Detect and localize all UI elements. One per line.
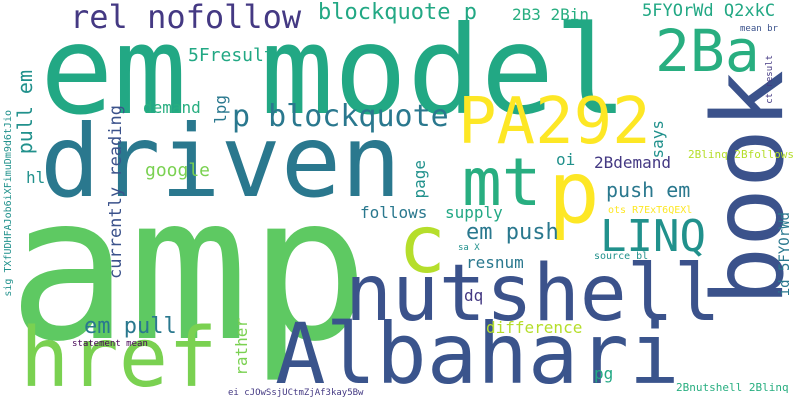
word-p-blockquote: p blockquote (232, 99, 449, 134)
word-amp: amp (8, 153, 370, 386)
word-pg: pg (594, 364, 614, 383)
word-nutshell: nutshell (345, 249, 721, 339)
word-lpg: lpg (211, 95, 230, 124)
word-c: c (398, 198, 447, 291)
word-source-bl: source bl (594, 251, 649, 262)
word-2bnutshell-2blinq: 2Bnutshell 2Blinq (676, 381, 789, 394)
word-google: google (145, 160, 211, 181)
word-oi: oi (556, 150, 576, 169)
word-ots: ots R7ExT6QEXl (608, 205, 693, 216)
word-em-model: em model (40, 0, 628, 142)
word-id-5fyorwd: id 5FYOrWd (777, 212, 793, 297)
word-ct-result: ct result (765, 55, 775, 104)
word-pull-em: pull em (13, 70, 37, 155)
word-push-em: push em (606, 178, 691, 202)
word-pa292: PA292 (458, 85, 651, 159)
word-hl: hl (26, 168, 46, 187)
word-rel-nofollow: rel nofollow (70, 0, 302, 36)
word-demand: demand (143, 98, 201, 117)
word-em-push: em push (466, 220, 559, 245)
word-blockquote-p: blockquote p (318, 0, 477, 25)
word-5fresult: 5Fresult (188, 45, 275, 66)
word-statement-mean: statement mean (72, 339, 148, 349)
word-albahari: Albahari (275, 305, 680, 400)
word-sig-token: sig TXfUDHFAJob6iXFimuDm9d6tJio (3, 110, 14, 297)
word-page: page (410, 160, 429, 199)
word-href: href (20, 311, 218, 400)
word-mean-br: mean br (740, 24, 778, 34)
word-2ba: 2Ba (655, 17, 760, 85)
word-5fyorwd-q2xkc: 5FYOrWd Q2xkC (642, 1, 776, 21)
word-supply: supply (445, 203, 503, 222)
word-ei-token: ei cJOwSsjUCtmZjAf3kay5Bw (228, 388, 364, 398)
word-difference: difference (486, 318, 583, 337)
word-follows: follows (360, 203, 428, 222)
word-driven: driven (40, 103, 402, 220)
word-says: says (648, 120, 667, 159)
word-dq: dq (464, 286, 484, 305)
word-resnum: resnum (466, 253, 524, 272)
word-p-large: p (548, 143, 600, 243)
word-mt: mt (462, 144, 542, 221)
word-sa-x: sa X (458, 243, 480, 253)
word-2blinq-2bfollows: 2Blinq 2Bfollows (688, 148, 794, 161)
word-em-pull: em pull (84, 314, 177, 339)
word-rather: rather (232, 318, 251, 376)
word-2b3-2bin: 2B3 2Bin (512, 5, 590, 24)
word-linq: LINQ (600, 211, 706, 262)
word-2bdemand: 2Bdemand (594, 153, 672, 172)
word-currently-reading: currently reading (106, 105, 126, 279)
